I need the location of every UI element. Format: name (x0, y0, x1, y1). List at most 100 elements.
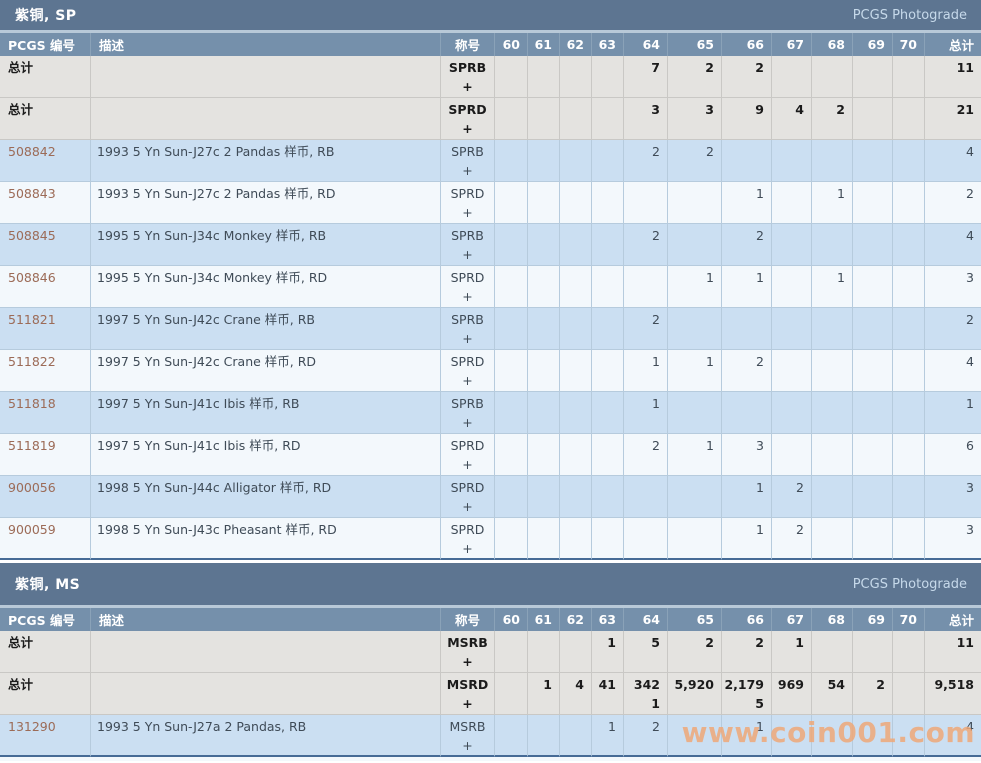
pcgs-number-link[interactable]: 131290 (8, 719, 56, 734)
grade-62-cell (560, 266, 592, 308)
grade-64-cell (624, 266, 668, 308)
plus-grade-count (528, 248, 559, 264)
grade-count (853, 476, 892, 500)
description-cell: 1995 5 Yn Sun-J34c Monkey 样币, RB (91, 224, 441, 266)
grade-65-cell: 2 (668, 56, 722, 98)
grade-count (853, 350, 892, 374)
plus-grade-count (495, 290, 527, 306)
section-title: 紫铜, SP (15, 8, 77, 24)
grade-count (893, 140, 924, 164)
designation-plus: + (462, 79, 473, 94)
grade-count (853, 715, 892, 739)
header-grade-63: 63 (592, 33, 624, 56)
grade-count (592, 476, 623, 500)
plus-grade-count (893, 739, 924, 755)
header-grade-63: 63 (592, 608, 624, 631)
description-text (91, 673, 440, 697)
plus-grade-count (812, 739, 852, 755)
grade-count (528, 224, 559, 248)
pcgs-number-link[interactable]: 508845 (8, 228, 56, 243)
total-row: 总计 MSRD +1 4 41 342 1 5,920 2,179 5 969 54 2 9,518 (0, 673, 981, 715)
grade-count (853, 518, 892, 542)
grade-count (772, 715, 811, 739)
pcgs-number-link[interactable]: 900059 (8, 522, 56, 537)
plus-grade-count (772, 655, 811, 671)
pcgs-number-wrap: 511822 (0, 350, 90, 374)
description-text: 1993 5 Yn Sun-J27c 2 Pandas 样币, RB (97, 144, 335, 159)
plus-grade-count (495, 655, 527, 671)
pcgs-number-link[interactable]: 508843 (8, 186, 56, 201)
pcgs-number-link[interactable]: 508846 (8, 270, 56, 285)
plus-grade-count (592, 458, 623, 474)
plus-grade-count (668, 248, 721, 264)
plus-grade-count (495, 206, 527, 222)
grade-count: 2 (706, 144, 714, 159)
grade-69-cell (853, 98, 893, 140)
column-header-row: PCGS 编号 描述 称号 60 61 62 63 64 65 66 67 68 69 70 总计 (0, 608, 981, 631)
grade-67-cell: 4 (772, 98, 812, 140)
pcgs-number-link[interactable]: 511818 (8, 396, 56, 411)
plus-grade-count (772, 458, 811, 474)
grade-count (772, 350, 811, 374)
designation-plus: + (462, 415, 473, 430)
photograde-link[interactable]: PCGS Photograde (852, 7, 967, 23)
plus-grade-count (668, 164, 721, 180)
plus-grade-count (812, 458, 852, 474)
grade-count (495, 350, 527, 374)
grade-60-cell (495, 182, 528, 224)
grade-count: 2 (796, 480, 804, 495)
plus-grade-count (560, 655, 591, 671)
plus-grade-count (668, 374, 721, 390)
grade-70-cell (893, 56, 925, 98)
grade-count (560, 392, 591, 416)
grade-count: 342 (633, 677, 660, 692)
grade-68-cell (812, 350, 853, 392)
grade-60-cell (495, 392, 528, 434)
description-text: 1995 5 Yn Sun-J34c Monkey 样币, RB (97, 228, 327, 243)
grade-count (560, 98, 591, 122)
plus-grade-count (893, 416, 924, 432)
grade-67-cell: 969 (772, 673, 812, 715)
plus-grade-count (528, 416, 559, 432)
grade-62-cell (560, 350, 592, 392)
grade-70-cell (893, 98, 925, 140)
pcgs-number-link[interactable]: 900056 (8, 480, 56, 495)
plus-grade-count (772, 248, 811, 264)
pcgs-number-link[interactable]: 508842 (8, 144, 56, 159)
grade-count (528, 715, 559, 739)
plus-grade-count (592, 122, 623, 138)
grade-62-cell (560, 631, 592, 673)
description-text: 1993 5 Yn Sun-J27a 2 Pandas, RB (97, 719, 307, 734)
grade-66-cell: 2,179 5 (722, 673, 772, 715)
grade-64-cell (624, 182, 668, 224)
grade-count (812, 308, 852, 332)
pcgs-number-link[interactable]: 511822 (8, 354, 56, 369)
grade-62-cell (560, 518, 592, 560)
grade-count (495, 476, 527, 500)
grade-count (668, 518, 721, 542)
grade-count (853, 308, 892, 332)
grade-66-cell: 2 (722, 224, 772, 266)
grade-65-cell (668, 518, 722, 560)
grade-count: 2 (652, 312, 660, 327)
plus-grade-count (592, 290, 623, 306)
photograde-link[interactable]: PCGS Photograde (852, 576, 967, 592)
grade-count: 1 (652, 354, 660, 369)
header-grade-68: 68 (812, 33, 853, 56)
grade-61-cell (528, 182, 560, 224)
pcgs-number-link[interactable]: 511821 (8, 312, 56, 327)
grade-count (560, 140, 591, 164)
total-row: 总计 MSRB +1 5 2 2 1 11 (0, 631, 981, 673)
grade-count (812, 56, 852, 80)
grade-63-cell: 1 (592, 715, 624, 757)
header-grade-66: 66 (722, 608, 772, 631)
plus-grade-count (624, 500, 667, 516)
grade-count (495, 434, 527, 458)
plus-grade-count (722, 206, 771, 222)
pcgs-number-link[interactable]: 511819 (8, 438, 56, 453)
pcgs-number-wrap: 508842 (0, 140, 90, 164)
plus-grade-count (624, 332, 667, 348)
plus-grade-count (495, 542, 527, 558)
plus-grade-count (560, 122, 591, 138)
pcgs-number-cell: 900056 (0, 476, 91, 518)
